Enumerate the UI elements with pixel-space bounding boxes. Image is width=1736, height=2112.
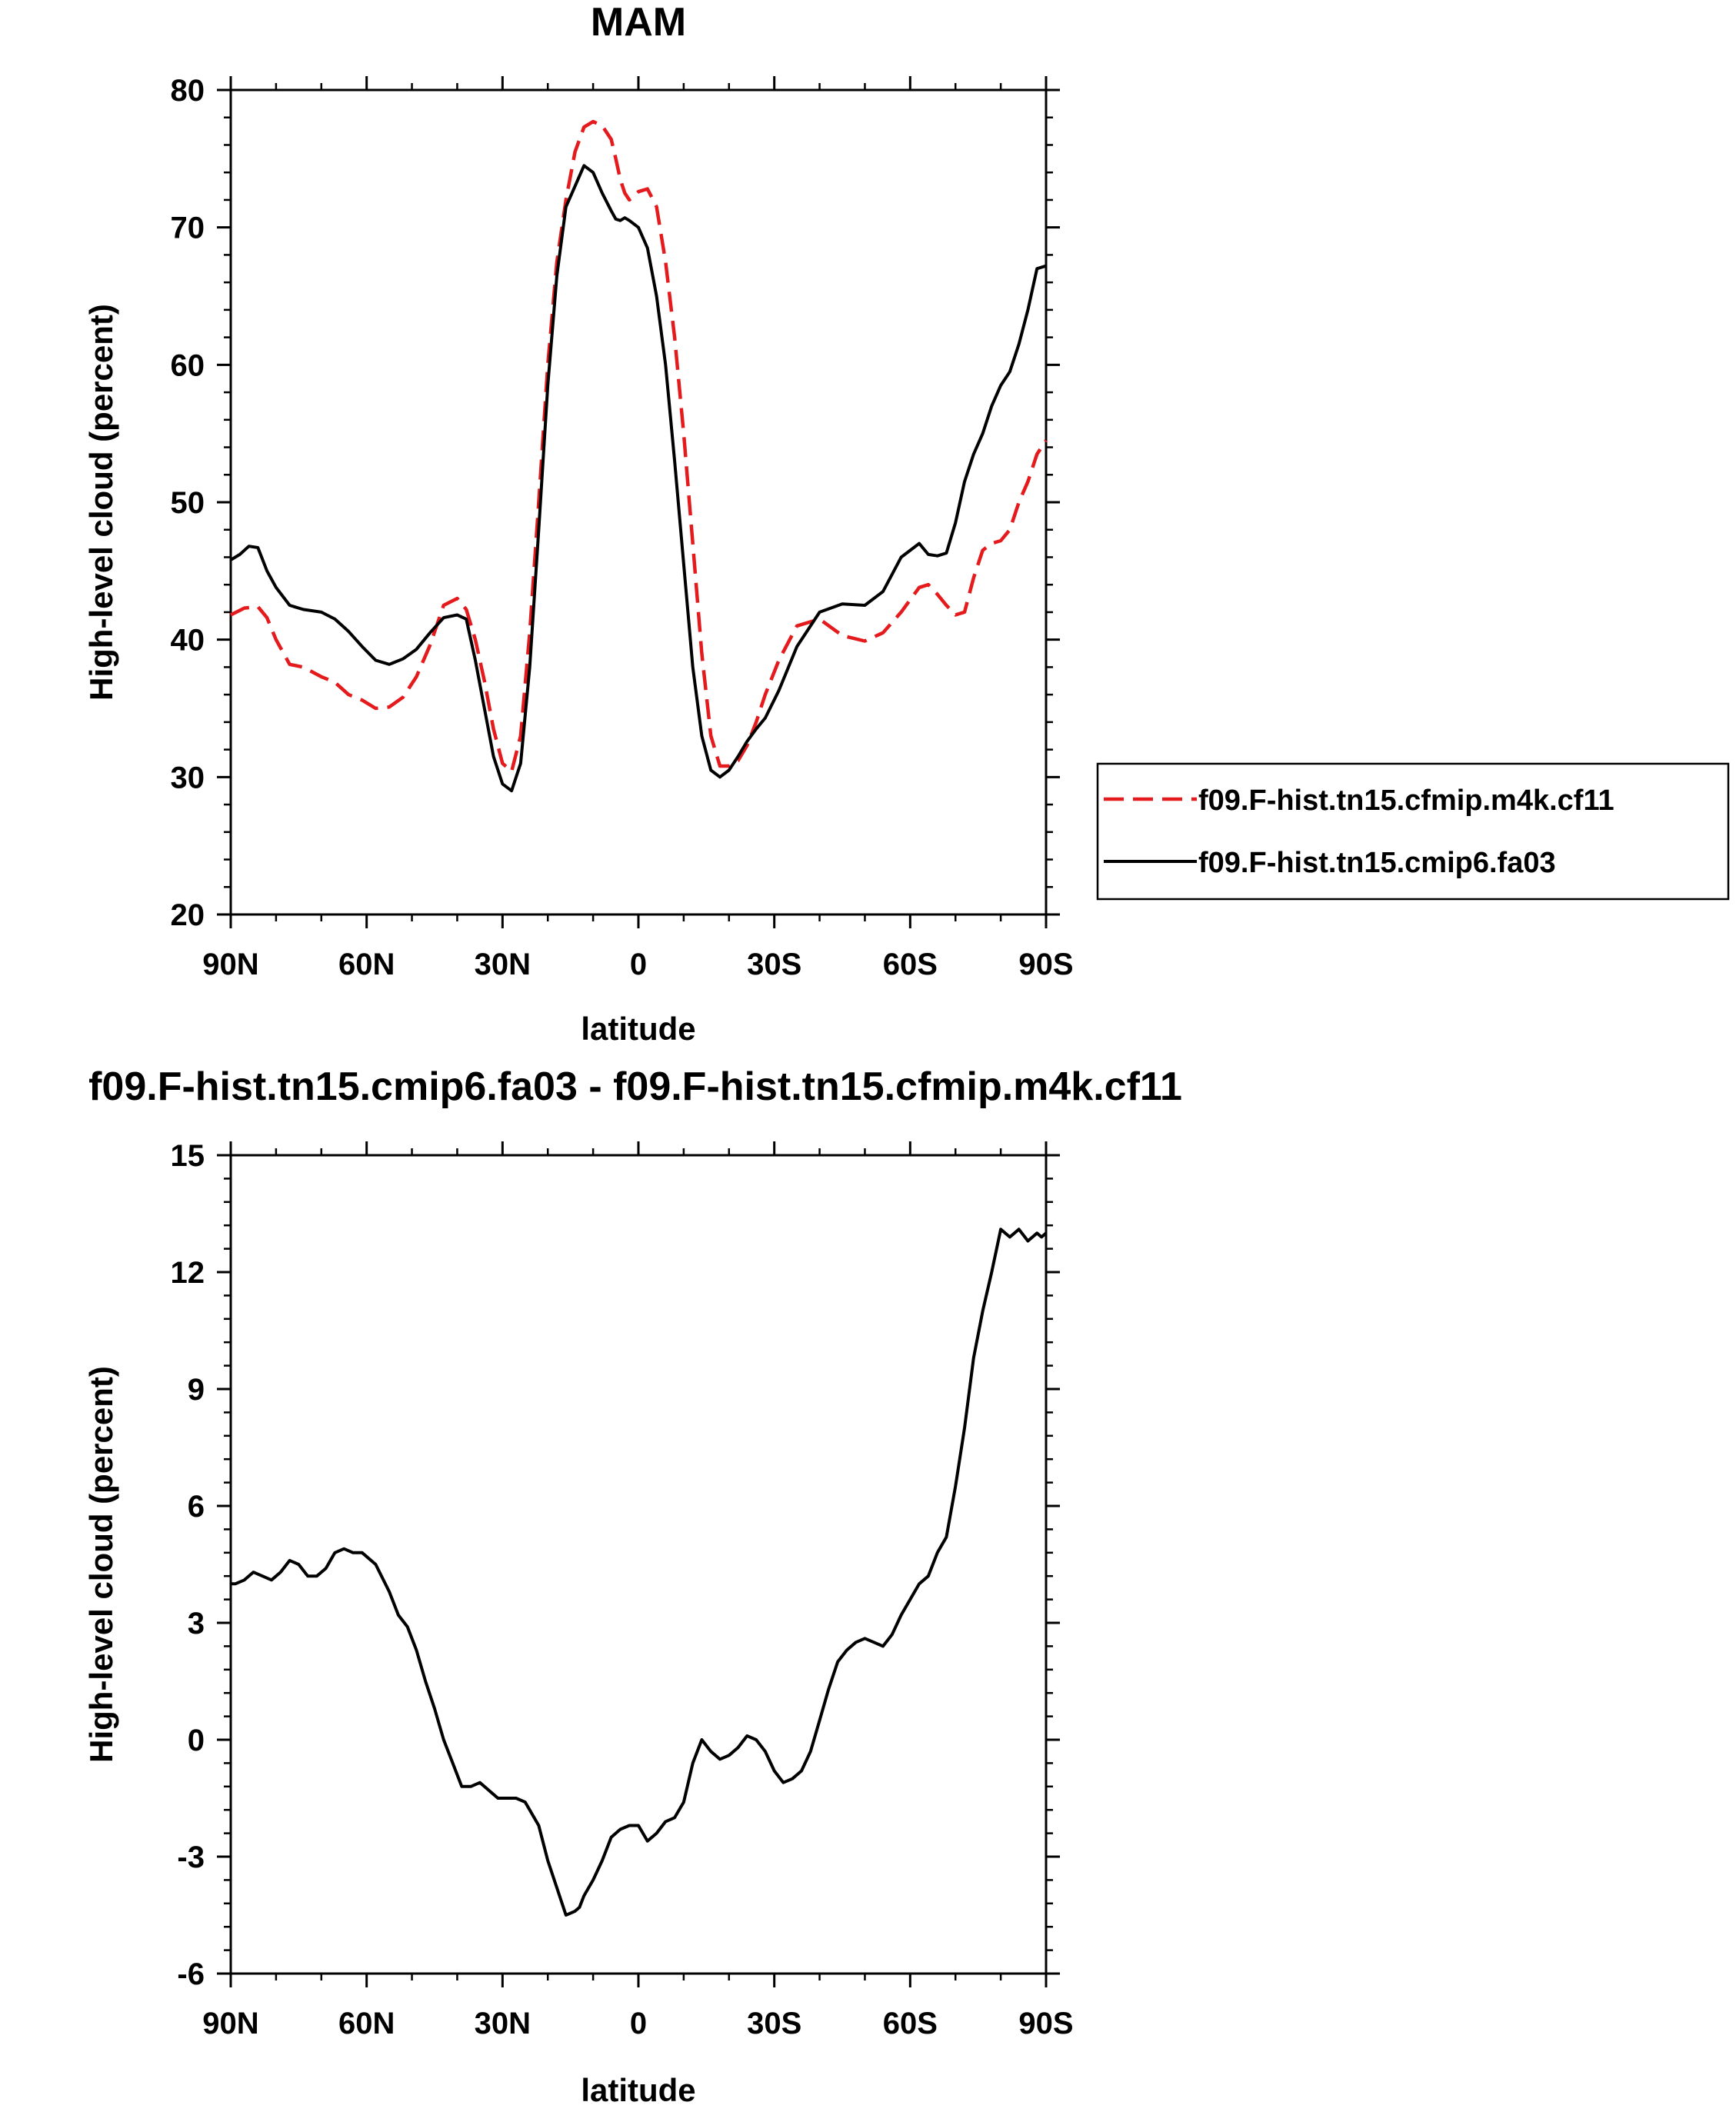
x-tick-label: 90N: [202, 948, 258, 981]
top-x-ticks: 90N 60N 30N 0 30S 60S 90S: [202, 76, 1074, 981]
bottom-y-axis-label: High-level cloud (percent): [83, 1366, 119, 1763]
bottom-panel: f09.F-hist.tn15.cmip6.fa03 - f09.F-hist.…: [83, 1064, 1182, 2108]
x-tick-label: 30S: [747, 948, 801, 981]
y-tick-label: 12: [171, 1256, 205, 1290]
legend-box: [1096, 762, 1730, 901]
y-tick-label: 30: [171, 761, 205, 794]
y-tick-label: 3: [188, 1607, 205, 1641]
top-y-ticks: 20 30 40 50 60 70 80: [171, 74, 1060, 932]
x-tick-label: 90N: [202, 2007, 258, 2040]
series-line-top-0: [229, 119, 1048, 774]
y-tick-label: -3: [177, 1841, 205, 1874]
top-y-axis-label: High-level cloud (percent): [83, 304, 119, 701]
y-tick-label: 40: [171, 624, 205, 658]
x-tick-label: 90S: [1018, 2007, 1073, 2040]
bottom-plot-frame: [229, 1154, 1048, 1975]
x-tick-label: 30N: [475, 948, 531, 981]
x-tick-label: 0: [630, 948, 647, 981]
x-tick-label: 60S: [883, 948, 938, 981]
bottom-y-ticks: -6 -3 0 3 6 9 12 15: [171, 1139, 1060, 1991]
y-tick-label: 20: [171, 898, 205, 932]
y-tick-label: 0: [188, 1724, 205, 1757]
bottom-x-axis-label: latitude: [581, 2072, 695, 2108]
x-tick-label: 30N: [475, 2007, 531, 2040]
x-tick-label: 90S: [1018, 948, 1073, 981]
x-tick-label: 30S: [747, 2007, 801, 2040]
y-tick-label: 9: [188, 1373, 205, 1407]
legend-entry-cfmip: f09.F-hist.tn15.cfmip.m4k.cf11: [1198, 785, 1614, 817]
top-legend: f09.F-hist.tn15.cfmip.m4k.cf11 f09.F-his…: [1096, 762, 1730, 901]
top-chart-title: MAM: [591, 0, 686, 45]
x-tick-label: 0: [630, 2007, 647, 2040]
y-tick-label: 70: [171, 212, 205, 245]
bottom-chart-title: f09.F-hist.tn15.cmip6.fa03 - f09.F-hist.…: [88, 1064, 1182, 1109]
legend-entry-cmip6: f09.F-hist.tn15.cmip6.fa03: [1198, 847, 1556, 879]
y-tick-label: -6: [177, 1957, 205, 1991]
x-tick-label: 60N: [338, 948, 395, 981]
y-tick-label: 80: [171, 74, 205, 108]
y-tick-label: 6: [188, 1490, 205, 1524]
top-x-axis-label: latitude: [581, 1011, 695, 1047]
y-tick-label: 60: [171, 348, 205, 382]
y-tick-label: 15: [171, 1139, 205, 1173]
series-line-top-1: [229, 164, 1047, 793]
y-tick-label: 50: [171, 486, 205, 520]
bottom-series-group: [231, 1228, 1048, 1917]
top-plot-frame: [229, 88, 1048, 916]
series-line-bottom-0: [231, 1228, 1048, 1917]
bottom-x-ticks: 90N 60N 30N 0 30S 60S 90S: [202, 1141, 1074, 2040]
top-series-group: [229, 119, 1048, 793]
top-panel: MAM 20 30 40 50 60 70 80 90N 60N 30N 0 30S 60S 90S l…: [83, 0, 1730, 1047]
x-tick-label: 60S: [883, 2007, 938, 2040]
x-tick-label: 60N: [338, 2007, 395, 2040]
